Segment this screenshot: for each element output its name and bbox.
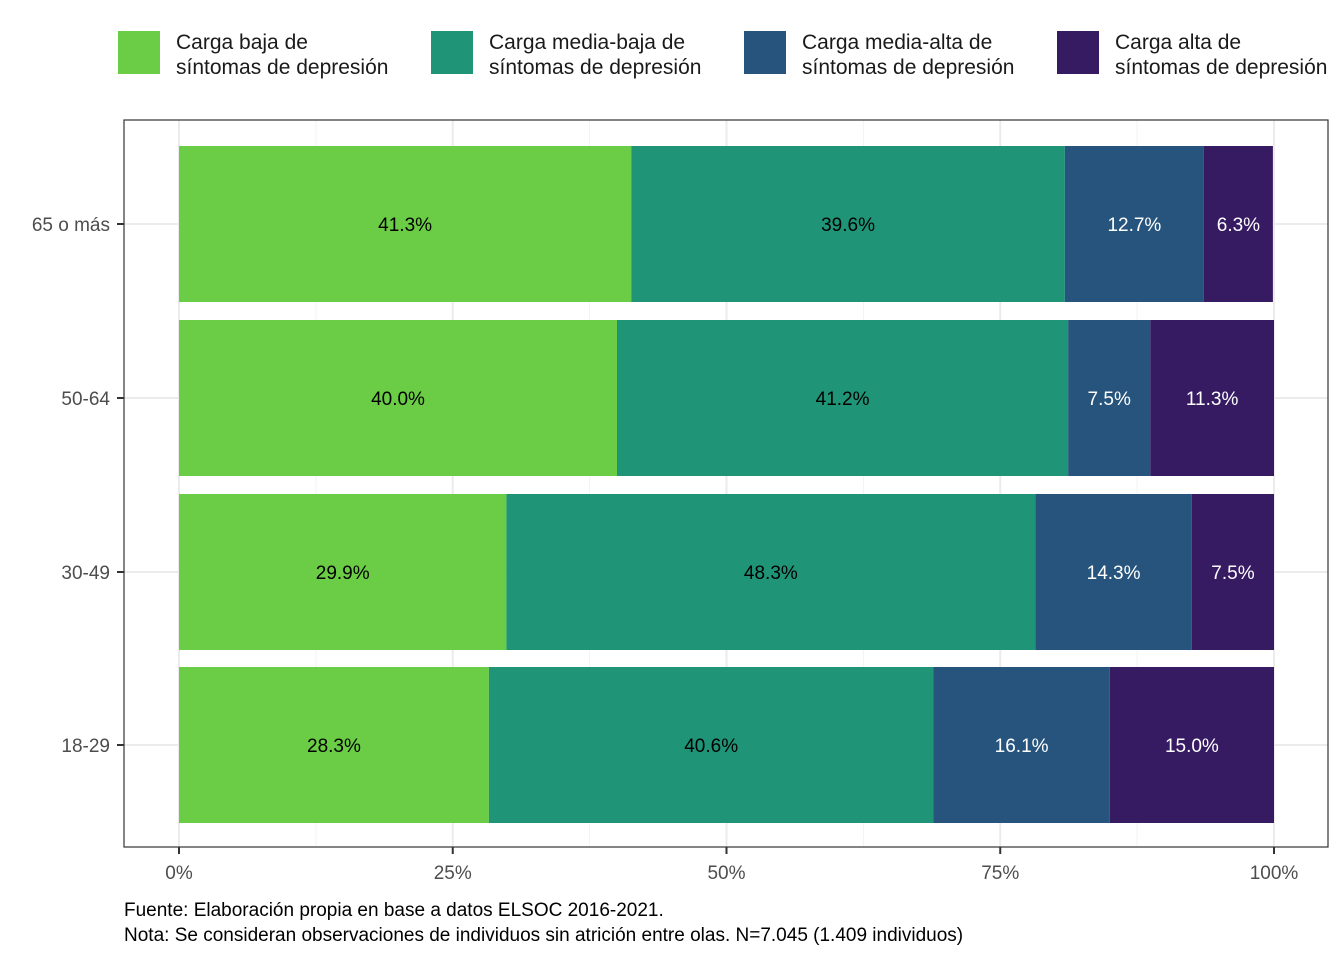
bar-segment — [179, 146, 632, 302]
bar-value-label: 40.6% — [684, 736, 738, 757]
legend-label: Carga media-baja de síntomas de depresión — [489, 31, 701, 79]
x-tick-label: 25% — [434, 863, 472, 884]
bar-segment — [933, 667, 1110, 823]
bar-value-label: 41.2% — [816, 389, 870, 410]
bar-value-label: 12.7% — [1107, 215, 1161, 236]
y-tick-label: 18-29 — [61, 736, 110, 757]
legend-label: Carga baja de síntomas de depresión — [176, 31, 388, 79]
bar-value-label: 15.0% — [1165, 736, 1219, 757]
bar-value-label: 48.3% — [744, 563, 798, 584]
legend-label: Carga alta de síntomas de depresión — [1115, 31, 1327, 79]
bar-value-label: 11.3% — [1186, 389, 1239, 410]
bar-segment — [488, 667, 934, 823]
x-tick-label: 0% — [165, 863, 193, 884]
bar-segment — [1150, 320, 1274, 476]
legend-item: Carga media-alta de síntomas de depresión — [744, 31, 1014, 79]
bar-segment — [179, 494, 507, 650]
bar-value-label: 7.5% — [1088, 389, 1131, 410]
bar-value-label: 16.1% — [995, 736, 1049, 757]
x-tick-label: 50% — [707, 863, 745, 884]
y-tick-label: 65 o más — [32, 215, 110, 236]
bar-value-label: 39.6% — [821, 215, 875, 236]
legend-swatch — [744, 31, 786, 74]
bar-labels: 41.3% 39.6% 12.7% 6.3% 40.0% 41.2% 7.5% 11.3% 29… — [307, 215, 1260, 757]
x-tick-label: 75% — [981, 863, 1019, 884]
bar-segment — [1035, 494, 1192, 650]
bar-value-label: 6.3% — [1217, 215, 1260, 236]
bar-value-label: 14.3% — [1087, 563, 1141, 584]
bar-value-label: 41.3% — [378, 215, 432, 236]
legend-swatch — [1057, 31, 1099, 74]
bars — [179, 146, 1274, 823]
bar-segment — [1064, 146, 1204, 302]
legend-label: Carga media-alta de síntomas de depresión — [802, 31, 1014, 79]
bar-segment — [1068, 320, 1151, 476]
bar-value-label: 7.5% — [1211, 563, 1254, 584]
bar-segment — [1109, 667, 1274, 823]
bar-segment — [631, 146, 1065, 302]
legend-item: Carga baja de síntomas de depresión — [118, 31, 388, 79]
legend-item: Carga media-baja de síntomas de depresión — [431, 31, 701, 79]
y-axis: 65 o más 50-64 30-49 18-29 — [32, 215, 124, 757]
bar-segment — [179, 320, 617, 476]
legend-item: Carga alta de síntomas de depresión — [1057, 31, 1327, 79]
bar-segment — [506, 494, 1036, 650]
bar-segment — [1191, 494, 1274, 650]
caption-source: Fuente: Elaboración propia en base a dat… — [124, 900, 664, 921]
bar-segment — [617, 320, 1069, 476]
bar-value-label: 29.9% — [316, 563, 370, 584]
legend-swatch — [118, 31, 160, 74]
y-tick-label: 30-49 — [61, 563, 110, 584]
bar-value-label: 28.3% — [307, 736, 361, 757]
caption-note: Nota: Se consideran observaciones de ind… — [124, 925, 963, 946]
y-tick-label: 50-64 — [61, 389, 110, 410]
x-axis: 0% 25% 50% 75% 100% — [165, 847, 1298, 884]
bar-segment — [1203, 146, 1273, 302]
bar-value-label: 40.0% — [371, 389, 425, 410]
legend-swatch — [431, 31, 473, 74]
bar-segment — [179, 667, 489, 823]
x-tick-label: 100% — [1250, 863, 1299, 884]
legend: Carga baja de síntomas de depresión Carga … — [118, 31, 1327, 79]
